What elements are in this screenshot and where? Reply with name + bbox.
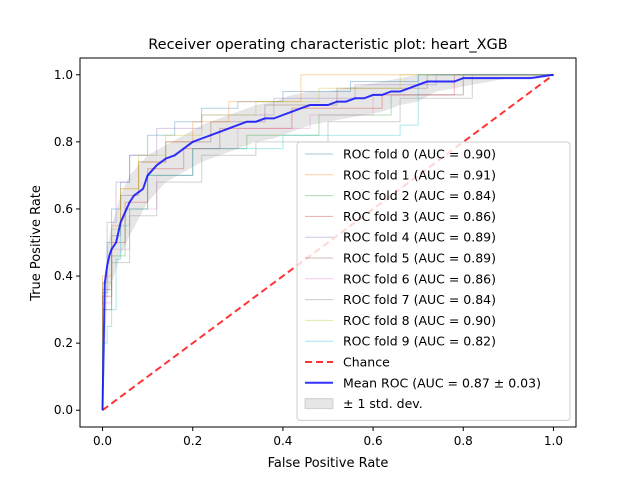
y-axis-label: True Positive Rate <box>29 185 44 302</box>
axis-ticks-layer: 0.0 0.2 0.4 0.6 0.8 1.0 0.0 0.2 0.4 0.6 0.8 1.0 <box>54 68 563 448</box>
y-tick-label: 0.2 <box>54 336 73 350</box>
roc-fold-7-line <box>102 74 554 411</box>
x-tick-label: 0.6 <box>364 434 383 448</box>
y-tick-label: 0.8 <box>54 135 73 149</box>
plot-frame <box>79 57 577 428</box>
y-tick-label: 0.4 <box>54 269 73 283</box>
legend-label: ROC fold 6 (AUC = 0.86) <box>343 271 496 286</box>
roc-fold-9-line <box>102 74 554 411</box>
roc-fold-4-line <box>102 74 554 411</box>
legend-label: ROC fold 9 (AUC = 0.82) <box>343 334 496 349</box>
legend-label: ROC fold 2 (AUC = 0.84) <box>343 188 496 203</box>
roc-fold-1-line <box>102 74 554 411</box>
legend-swatch-band <box>304 398 334 410</box>
legend-label: ROC fold 0 (AUC = 0.90) <box>343 147 496 162</box>
legend-label: ROC fold 7 (AUC = 0.84) <box>343 292 496 307</box>
x-axis-label: False Positive Rate <box>268 456 389 471</box>
y-tick-label: 0.0 <box>54 403 73 417</box>
legend-label: Mean ROC (AUC = 0.87 ± 0.03) <box>343 375 541 390</box>
legend-label: ± 1 std. dev. <box>343 396 423 411</box>
roc-fold-2-line <box>102 74 554 411</box>
legend-label: ROC fold 8 (AUC = 0.90) <box>343 313 496 328</box>
x-tick-label: 0.4 <box>273 434 292 448</box>
roc-fold-0-line <box>102 74 554 411</box>
y-tick-label: 1.0 <box>54 68 73 82</box>
y-tick-label: 0.6 <box>54 202 73 216</box>
x-tick-label: 0.0 <box>93 434 112 448</box>
x-tick-label: 0.8 <box>454 434 473 448</box>
roc-fold-5-line <box>102 74 554 411</box>
x-tick-label: 1.0 <box>544 434 563 448</box>
legend-label: ROC fold 4 (AUC = 0.89) <box>343 230 496 245</box>
mean-roc-line <box>101 73 554 411</box>
legend-box <box>296 141 571 421</box>
legend-label: ROC fold 1 (AUC = 0.91) <box>343 167 496 182</box>
legend: ROC fold 0 (AUC = 0.90) ROC fold 1 (AUC =… <box>296 141 571 421</box>
legend-label: ROC fold 5 (AUC = 0.89) <box>343 251 496 266</box>
roc-fold-8-line <box>102 74 554 411</box>
legend-label: ROC fold 3 (AUC = 0.86) <box>343 209 496 224</box>
legend-label: Chance <box>343 355 390 370</box>
x-tick-label: 0.2 <box>183 434 202 448</box>
chart-title: Receiver operating characteristic plot: … <box>148 37 508 53</box>
